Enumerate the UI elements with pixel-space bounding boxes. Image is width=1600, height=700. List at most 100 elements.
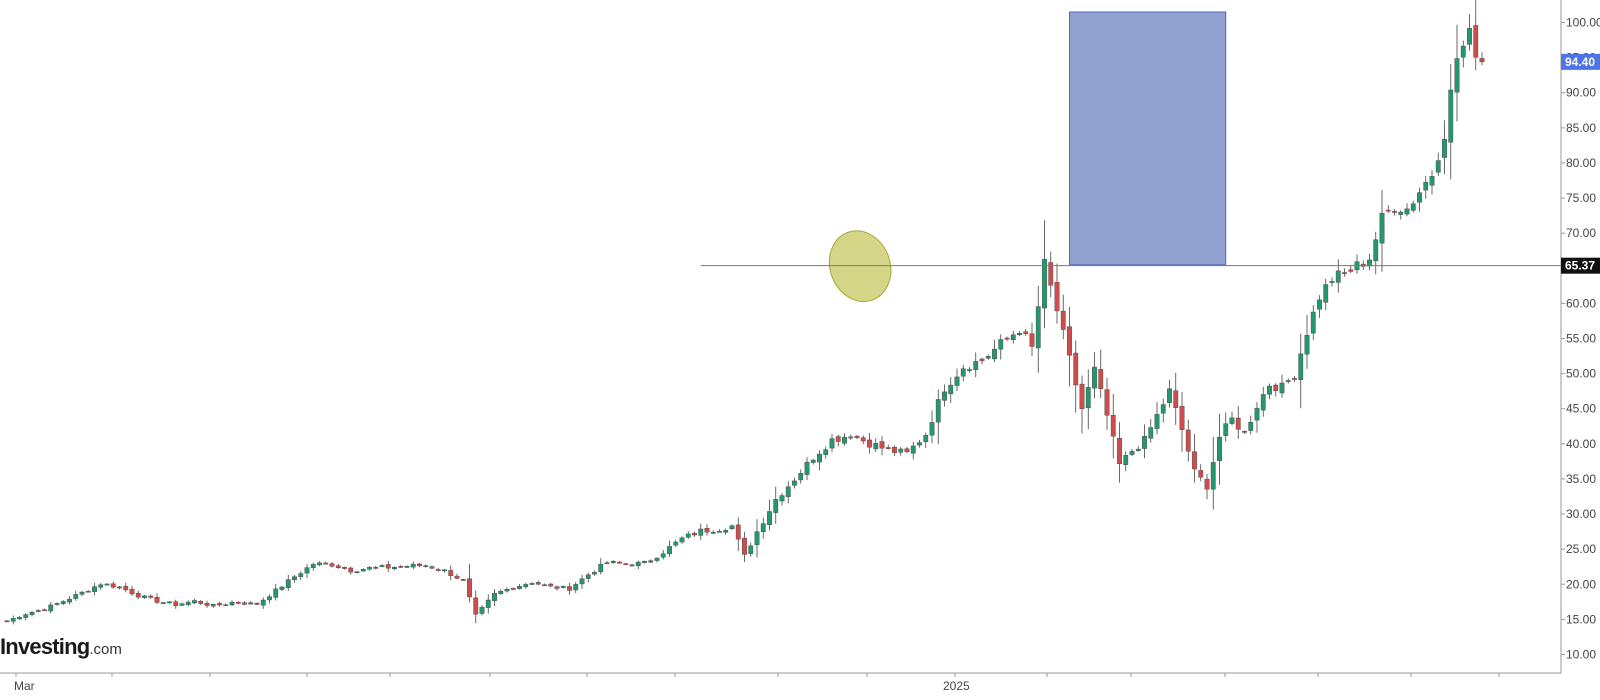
candle-body <box>435 569 441 571</box>
candle-body <box>804 461 810 475</box>
candle <box>585 572 591 583</box>
candle <box>392 566 397 570</box>
candle <box>1267 383 1272 400</box>
candle <box>479 605 485 616</box>
candle <box>179 602 185 607</box>
candle-body <box>123 586 129 591</box>
candle-body <box>529 583 535 585</box>
candle <box>460 578 466 581</box>
candle-body <box>1398 211 1404 215</box>
candle <box>642 560 647 564</box>
candle <box>1085 369 1091 430</box>
y-axis: 10.00 15.00 20.00 25.00 30.00 35.00 40.00 45.00… <box>1561 16 1600 661</box>
candle-body <box>567 586 572 591</box>
candle <box>792 477 797 489</box>
candle-body <box>629 564 635 567</box>
candle-body <box>167 601 172 604</box>
candle-body <box>1023 331 1029 335</box>
candle-body <box>542 584 547 587</box>
candle-body <box>354 571 360 574</box>
candle <box>317 561 322 567</box>
candle-body <box>798 473 804 481</box>
candle-body <box>142 595 147 598</box>
candle-body <box>617 561 622 564</box>
candle <box>679 536 685 544</box>
candle-body <box>298 573 304 577</box>
candle <box>698 523 704 541</box>
candle-body <box>954 376 960 386</box>
candle <box>717 529 722 533</box>
candle-body <box>1117 438 1122 465</box>
candle <box>42 608 47 612</box>
candle <box>248 601 254 605</box>
candle <box>1392 209 1397 216</box>
candle <box>1260 386 1266 417</box>
candle <box>998 334 1004 360</box>
candle-body <box>1098 368 1104 389</box>
candle <box>604 560 610 565</box>
candle-body <box>1448 89 1454 143</box>
candle-body <box>1192 451 1197 470</box>
candle-body <box>1298 353 1304 380</box>
candle-body <box>985 356 991 359</box>
candle <box>1292 375 1297 382</box>
y-tick-label: 40.00 <box>1566 437 1596 451</box>
candle <box>910 441 916 460</box>
candle-body <box>460 579 466 581</box>
candle-body <box>92 586 97 592</box>
candle-body <box>1179 406 1185 430</box>
candle-body <box>342 567 347 569</box>
candle-body <box>179 603 185 606</box>
candle-body <box>1404 208 1410 215</box>
y-tick-label: 90.00 <box>1566 86 1596 100</box>
candle-body <box>1342 272 1347 274</box>
candle-body <box>698 528 704 536</box>
candle-body <box>198 601 204 604</box>
overlay-layer <box>700 11 1561 303</box>
candle-body <box>823 449 829 455</box>
candle-body <box>717 531 722 533</box>
candle <box>1042 220 1047 329</box>
candle <box>523 582 529 589</box>
candle-body <box>948 384 954 395</box>
candle <box>692 531 697 537</box>
candle-body <box>523 584 529 588</box>
candle <box>1110 393 1116 459</box>
candle <box>48 602 54 614</box>
candle <box>154 593 160 605</box>
candle <box>1417 187 1422 212</box>
candle-body <box>1267 385 1272 395</box>
candle <box>817 450 822 471</box>
candle <box>242 601 247 606</box>
candle <box>1242 430 1247 434</box>
candle-body <box>1467 28 1472 45</box>
candle <box>904 446 910 454</box>
candle-body <box>42 609 47 612</box>
candle-body <box>1254 407 1260 421</box>
candle-body <box>85 590 91 593</box>
candle <box>1223 412 1229 442</box>
candle <box>873 438 879 452</box>
candle <box>542 583 547 587</box>
candle-body <box>1229 417 1235 424</box>
y-tick-label: 75.00 <box>1566 191 1596 205</box>
candle <box>979 357 985 365</box>
candle-body <box>504 588 510 592</box>
candle-body <box>1135 448 1141 451</box>
candle-body <box>592 572 597 575</box>
y-tick-label: 35.00 <box>1566 472 1596 486</box>
price-label: 65.37 <box>1561 257 1600 274</box>
candle <box>1173 372 1179 425</box>
x-tick-label: 2025 <box>943 679 970 693</box>
candle-body <box>860 437 866 442</box>
candle <box>123 582 129 593</box>
candle-body <box>360 569 366 572</box>
candle-body <box>67 598 72 603</box>
candle <box>1098 349 1104 399</box>
candle-body <box>642 561 647 563</box>
y-tick-label: 50.00 <box>1566 367 1596 381</box>
candle-body <box>779 495 785 502</box>
candle-body <box>367 567 372 570</box>
candle-body <box>1442 138 1447 158</box>
candle-body <box>498 590 504 595</box>
